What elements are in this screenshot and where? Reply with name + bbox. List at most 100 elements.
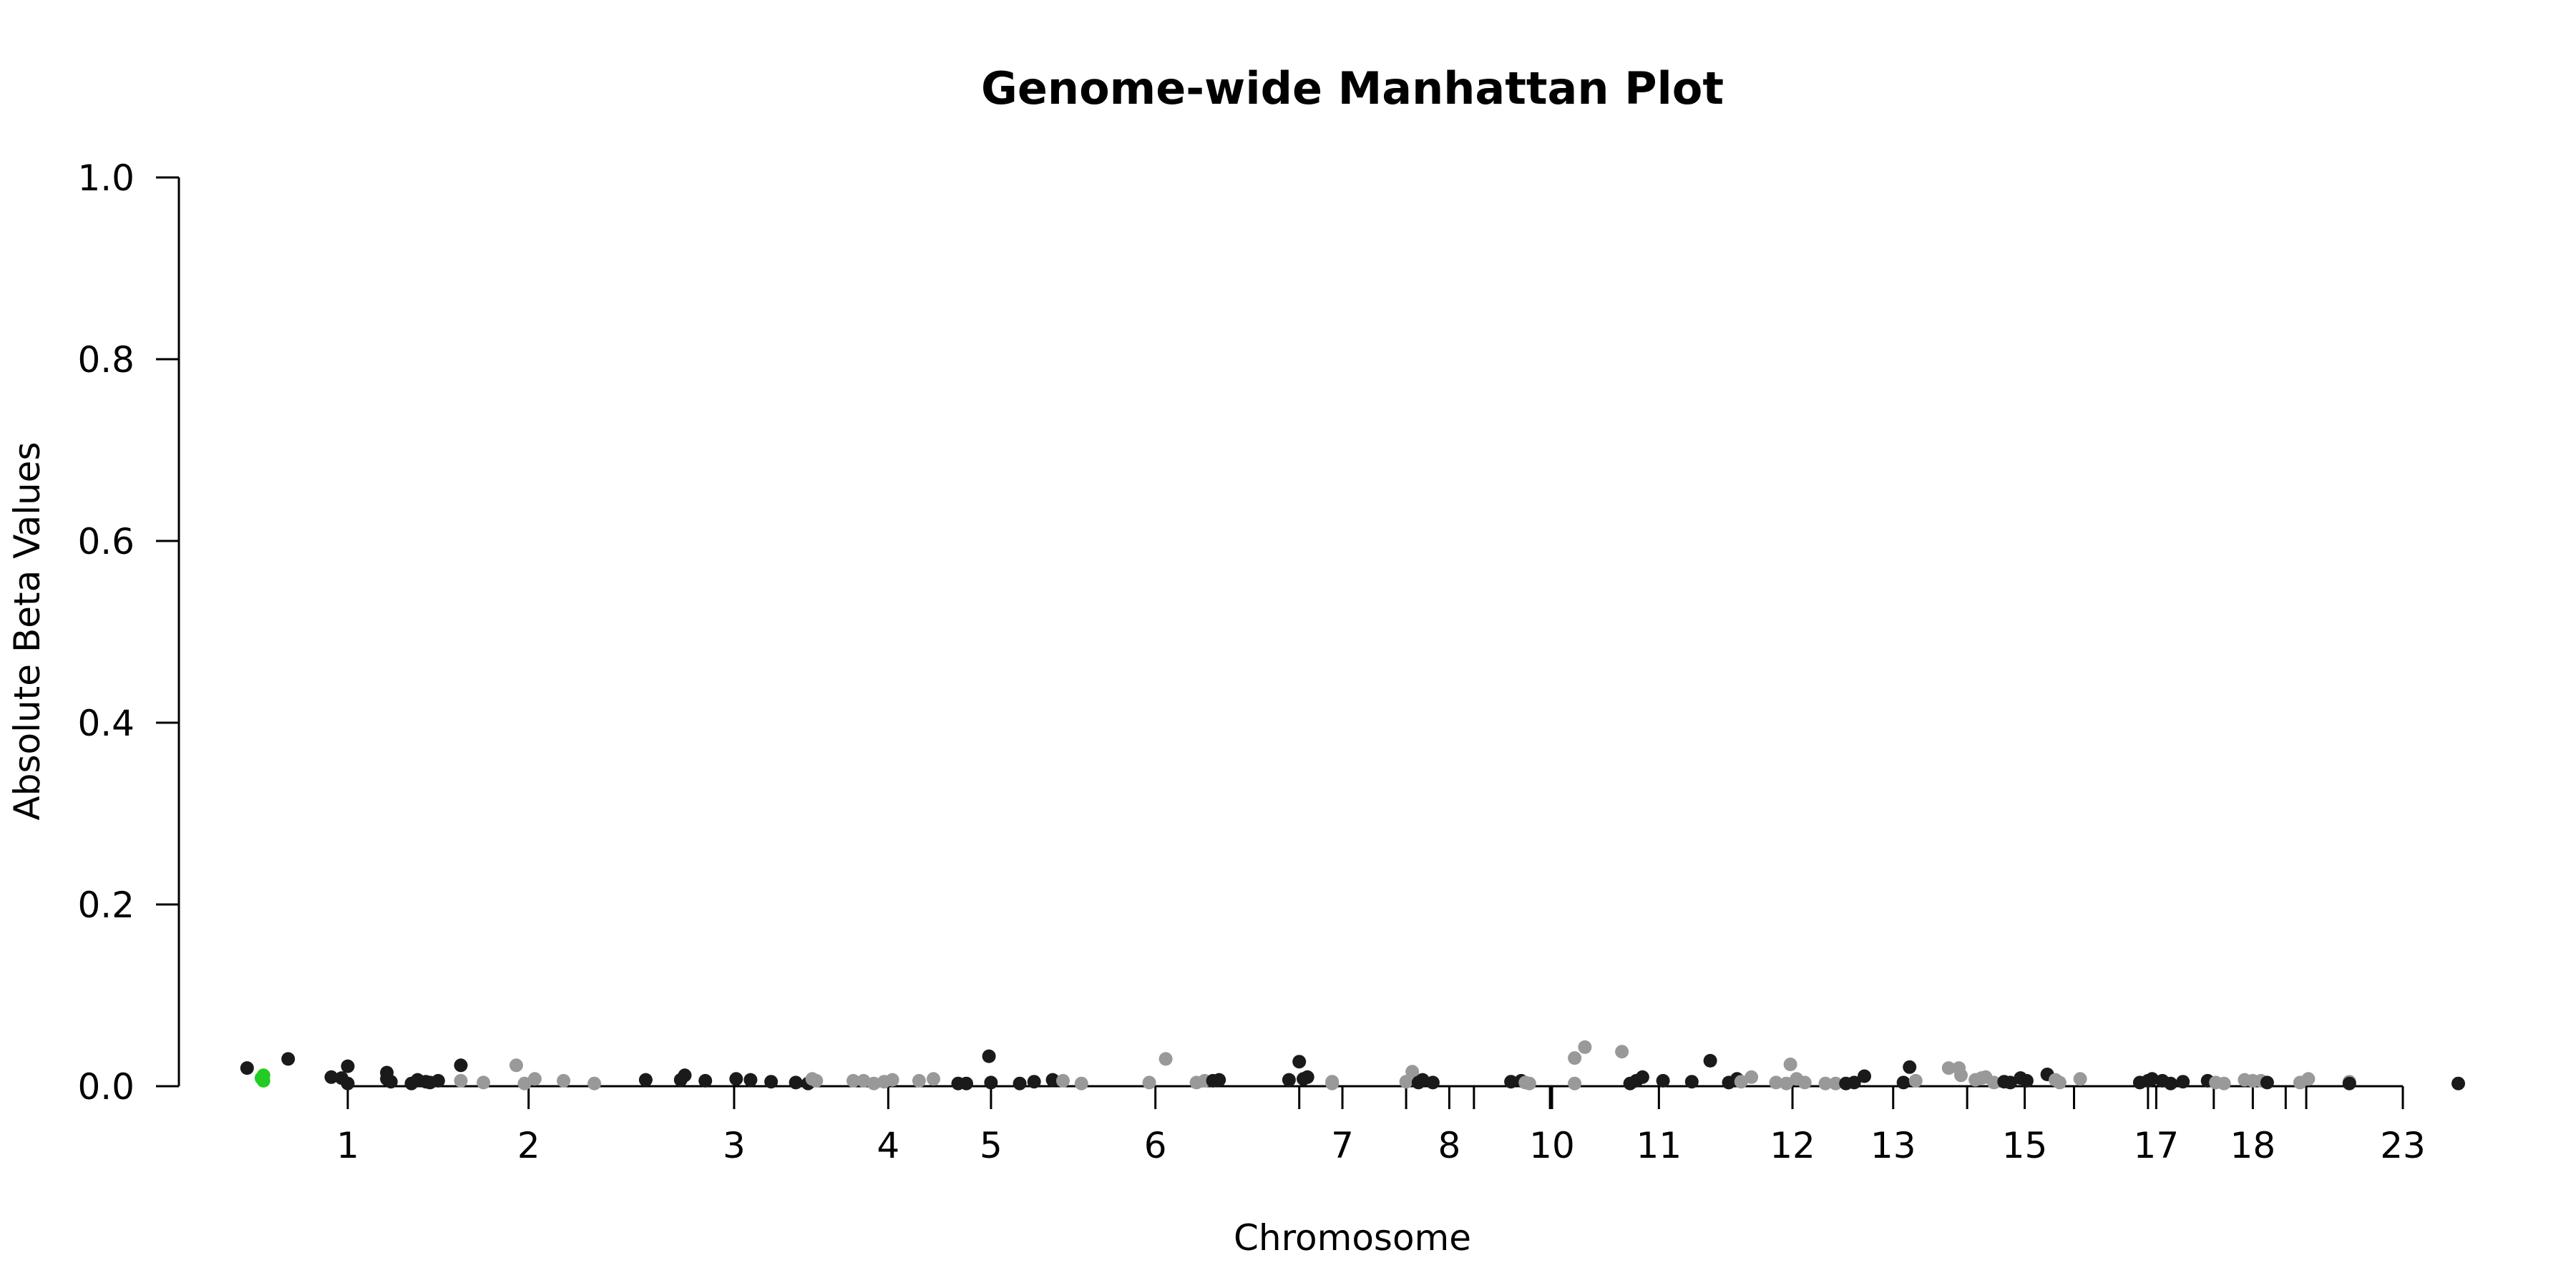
data-point	[927, 1072, 940, 1086]
data-point	[1797, 1075, 1812, 1090]
y-tick-label: 0.6	[77, 521, 135, 562]
data-point	[1779, 1076, 1793, 1091]
data-point	[454, 1073, 468, 1088]
data-point	[1504, 1075, 1518, 1089]
x-tick-label: 6	[1144, 1125, 1167, 1166]
data-point	[1325, 1076, 1340, 1091]
data-point	[341, 1059, 355, 1073]
data-point	[885, 1073, 899, 1087]
data-point	[982, 1049, 996, 1063]
x-tick-label: 12	[1770, 1125, 1815, 1166]
x-axis: 1 2 3 4 5 6 7 8 10 11 12 13 15 17 18 23	[336, 1085, 2426, 1166]
data-point	[729, 1072, 743, 1086]
data-point	[1522, 1076, 1536, 1091]
x-tick-label: 10	[1529, 1125, 1575, 1166]
data-point	[984, 1075, 998, 1090]
data-point	[1415, 1073, 1430, 1087]
data-point	[698, 1073, 713, 1088]
data-point	[857, 1073, 871, 1088]
data-point	[1745, 1070, 1759, 1084]
data-point	[1212, 1073, 1226, 1087]
data-point	[1142, 1075, 1156, 1090]
data-point	[1734, 1075, 1748, 1089]
y-axis-label: Absolute Beta Values	[6, 442, 48, 821]
x-tick-label: 17	[2134, 1125, 2180, 1166]
data-point	[509, 1058, 523, 1073]
x-tick-label: 11	[1636, 1125, 1682, 1166]
data-point	[1656, 1073, 1670, 1088]
data-point	[2451, 1076, 2465, 1091]
data-point	[1858, 1069, 1871, 1083]
data-point	[281, 1052, 296, 1066]
data-points	[240, 1040, 2465, 1091]
data-point	[1399, 1075, 1413, 1089]
data-point	[2073, 1072, 2087, 1086]
data-point	[1987, 1075, 2001, 1090]
data-point	[1684, 1075, 1699, 1089]
data-point	[847, 1073, 860, 1088]
data-point	[1896, 1075, 1911, 1090]
highlight-point	[254, 1071, 268, 1085]
data-point	[1292, 1055, 1307, 1069]
data-point	[1045, 1073, 1060, 1087]
data-point	[867, 1076, 881, 1091]
data-point	[477, 1075, 491, 1090]
data-point	[2019, 1073, 2034, 1088]
data-point	[454, 1058, 468, 1073]
data-point	[1769, 1075, 1783, 1090]
x-axis-label: Chromosome	[1234, 1217, 1471, 1259]
data-point	[517, 1076, 532, 1091]
data-point	[1635, 1070, 1649, 1084]
y-tick-label: 0.2	[77, 884, 135, 926]
data-point	[638, 1073, 653, 1087]
x-tick-label: 15	[2002, 1125, 2048, 1166]
x-tick-label: 3	[723, 1125, 746, 1166]
data-point	[1941, 1061, 1956, 1075]
data-point	[1158, 1052, 1173, 1066]
data-point	[1300, 1070, 1314, 1084]
data-point	[1847, 1075, 1861, 1090]
data-point	[1783, 1058, 1797, 1071]
data-point	[557, 1073, 571, 1088]
data-point	[2301, 1072, 2316, 1086]
x-tick-label: 8	[1438, 1125, 1460, 1166]
x-tick-label: 23	[2380, 1125, 2426, 1166]
data-point	[587, 1076, 602, 1091]
y-tick-label: 0.4	[77, 703, 135, 744]
data-point	[912, 1073, 926, 1088]
data-point	[1954, 1068, 1968, 1083]
data-point	[2052, 1075, 2067, 1090]
data-point	[1615, 1045, 1629, 1059]
data-point	[1027, 1075, 1041, 1089]
x-tick-label: 1	[336, 1125, 359, 1166]
data-point	[1405, 1065, 1420, 1079]
data-point	[1568, 1076, 1582, 1091]
data-point	[2003, 1075, 2017, 1090]
data-point	[1703, 1053, 1717, 1068]
data-point	[1013, 1076, 1027, 1091]
data-point	[527, 1072, 542, 1086]
data-point	[809, 1073, 824, 1088]
data-point	[1903, 1060, 1917, 1074]
data-point	[1908, 1073, 1923, 1088]
x-tick-label: 18	[2230, 1125, 2276, 1166]
x-tick-label: 5	[980, 1125, 1002, 1166]
y-axis: 0.0 0.2 0.4 0.6 0.8 1.0	[77, 157, 180, 1108]
data-point	[324, 1070, 338, 1084]
data-point	[1818, 1076, 1833, 1091]
data-point	[341, 1076, 355, 1091]
data-point	[1828, 1076, 1843, 1091]
y-tick-label: 0.0	[77, 1066, 135, 1108]
data-point	[1578, 1040, 1592, 1054]
data-point	[1425, 1075, 1440, 1090]
data-point	[2217, 1076, 2231, 1091]
data-point	[2176, 1075, 2190, 1089]
y-tick-label: 0.8	[77, 339, 135, 381]
data-point	[678, 1068, 692, 1083]
data-point	[743, 1073, 758, 1087]
data-point	[960, 1076, 973, 1091]
data-point	[2164, 1076, 2177, 1091]
data-point	[764, 1075, 779, 1089]
